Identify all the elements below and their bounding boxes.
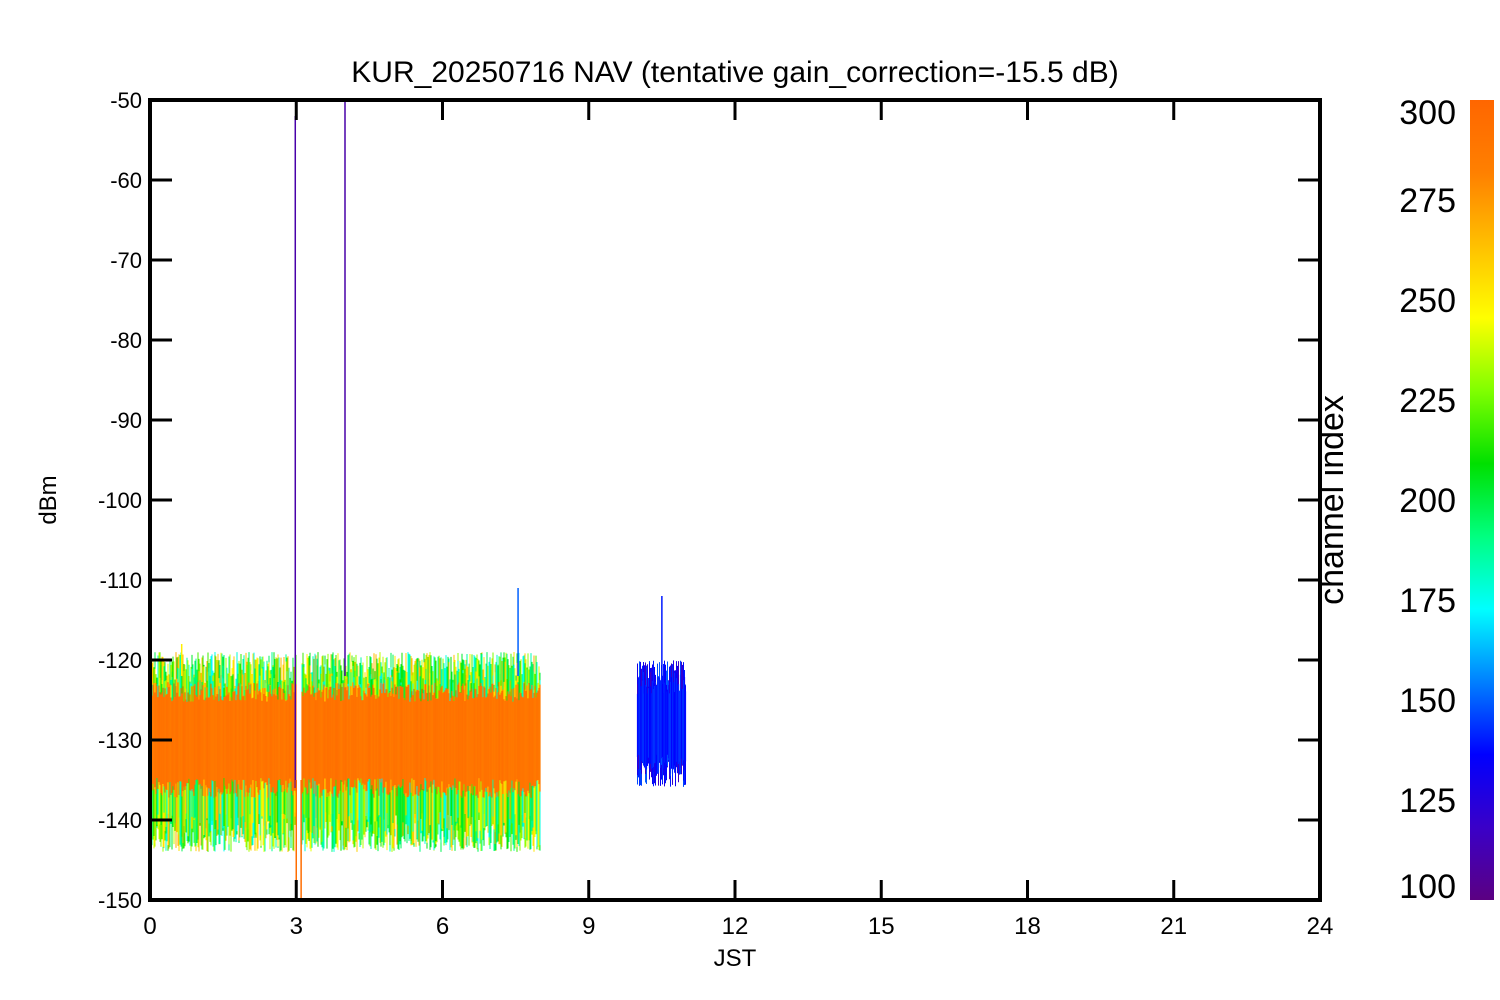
x-tick-label: 24 (1307, 913, 1334, 940)
colorbar (1470, 100, 1494, 900)
y-tick-label: -90 (110, 408, 142, 433)
x-tick-label: 9 (582, 913, 595, 940)
x-tick-label: 6 (436, 913, 449, 940)
data-layer (149, 100, 687, 900)
y-tick-label: -60 (110, 168, 142, 193)
y-tick-label: -140 (98, 808, 142, 833)
chart-title: KUR_20250716 NAV (tentative gain_correct… (351, 56, 1118, 89)
colorbar-tick-label: 100 (1399, 868, 1456, 906)
colorbar-tick-label: 300 (1399, 94, 1456, 132)
x-tick-label: 3 (290, 913, 303, 940)
y-tick-label: -120 (98, 648, 142, 673)
colorbar-tick-label: 225 (1399, 382, 1456, 420)
y-tick-label: -70 (110, 248, 142, 273)
colorbar-tick-label: 200 (1399, 482, 1456, 520)
y-tick-label: -80 (110, 328, 142, 353)
x-tick-label: 18 (1014, 913, 1041, 940)
colorbar-tick-label: 125 (1399, 782, 1456, 820)
colorbar-label: channel index (1313, 395, 1351, 605)
colorbar-tick-label: 175 (1399, 582, 1456, 620)
colorbar-ticks: 300 275 250 225 200 175 150 125 100 (1399, 94, 1456, 906)
y-tick-label: -150 (98, 888, 142, 913)
colorbar-tick-label: 275 (1399, 182, 1456, 220)
x-axis-label: JST (714, 945, 757, 972)
y-tick-label: -50 (110, 88, 142, 113)
series-band-0-8-jst (149, 652, 541, 852)
series-band-10-11-jst (636, 660, 687, 787)
x-tick-label: 15 (868, 913, 895, 940)
y-tick-label: -110 (100, 568, 142, 593)
colorbar-tick-label: 250 (1399, 282, 1456, 320)
y-axis-label: dBm (35, 475, 62, 524)
x-tick-label: 21 (1160, 913, 1187, 940)
y-tick-label: -100 (98, 488, 142, 513)
colorbar-tick-label: 150 (1399, 682, 1456, 720)
x-tick-label: 0 (143, 913, 156, 940)
axes-layer: 0 3 6 9 12 15 18 21 24 -50 -60 -70 -80 -90 -100 -110 -12… (98, 88, 1333, 940)
y-tick-label: -130 (98, 728, 142, 753)
x-tick-label: 12 (722, 913, 749, 940)
